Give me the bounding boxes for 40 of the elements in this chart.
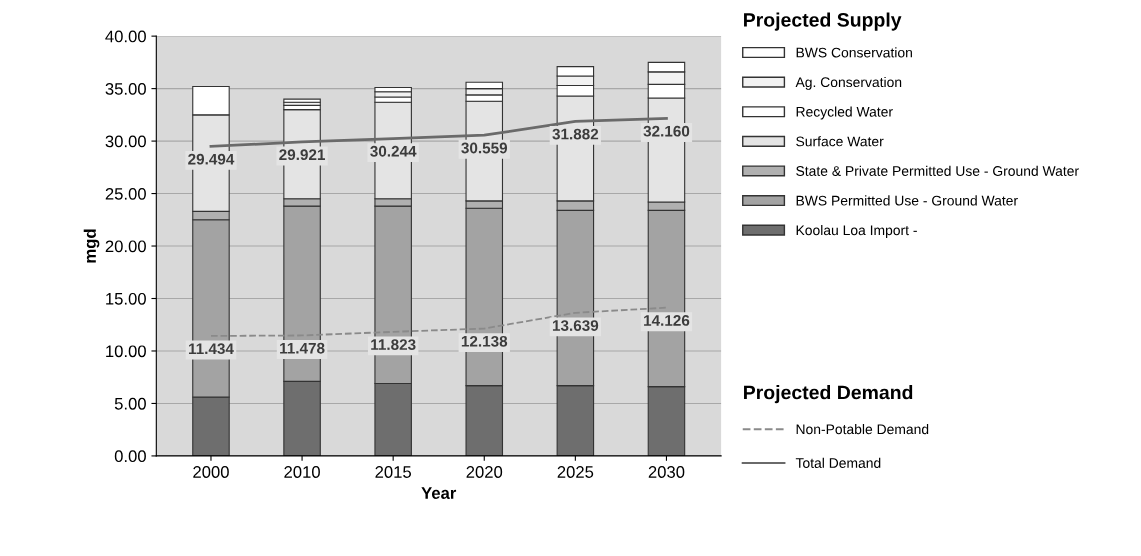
y-tick-label: 40.00 — [105, 30, 146, 43]
y-tick-label: 15.00 — [106, 292, 146, 305]
y-tick-label: 30.00 — [105, 135, 146, 148]
legend-label: Koolau Loa Import - — [796, 224, 917, 238]
legend-label: Non-Potable Demand — [796, 423, 929, 435]
data-label: 14.126 — [644, 315, 690, 326]
legend-label: Surface Water — [796, 136, 884, 147]
y-tick-label: 5.00 — [114, 397, 146, 410]
x-tick-label: 2020 — [466, 466, 503, 478]
legend-label: Total Demand — [795, 457, 881, 468]
x-tick-label: 2000 — [193, 466, 229, 478]
legend-label: BWS Permitted Use - Ground Water — [796, 195, 1018, 206]
y-tick-label: 0.00 — [114, 450, 146, 463]
data-label: 30.559 — [461, 142, 508, 154]
legend-title: Projected Supply — [744, 12, 902, 31]
legend-label: Recycled Water — [796, 106, 893, 120]
text: Projected Demand — [744, 385, 913, 404]
data-label: 11.434 — [188, 343, 234, 355]
legend-label: Ag. Conservation — [795, 76, 902, 90]
y-axis-title: mgd — [83, 229, 100, 263]
data-label: 11.478 — [280, 342, 325, 354]
y-tick-label: 25.00 — [105, 187, 146, 200]
data-label: 32.160 — [643, 125, 690, 137]
data-label: 30.244 — [370, 145, 417, 157]
legend-label: State & Private Permitted Use - Ground Water — [796, 165, 1079, 176]
x-tick-label: 2010 — [284, 466, 320, 478]
x-tick-label: 2025 — [557, 466, 594, 478]
data-label: 13.639 — [552, 320, 599, 331]
data-label: 12.138 — [461, 335, 508, 347]
y-tick-label: 20.00 — [105, 240, 146, 253]
x-tick-label: 2015 — [375, 466, 412, 478]
x-tick-label: 2030 — [648, 466, 685, 478]
y-tick-label: 35.00 — [105, 83, 146, 95]
x-axis-title: Year — [421, 487, 457, 499]
data-label: 31.882 — [552, 128, 599, 140]
data-label: 29.494 — [188, 153, 235, 165]
legend-label: BWS Conservation — [796, 47, 912, 58]
data-label: 29.921 — [279, 149, 326, 161]
y-tick-label: 10.00 — [106, 345, 146, 358]
data-label: 11.823 — [371, 339, 416, 351]
